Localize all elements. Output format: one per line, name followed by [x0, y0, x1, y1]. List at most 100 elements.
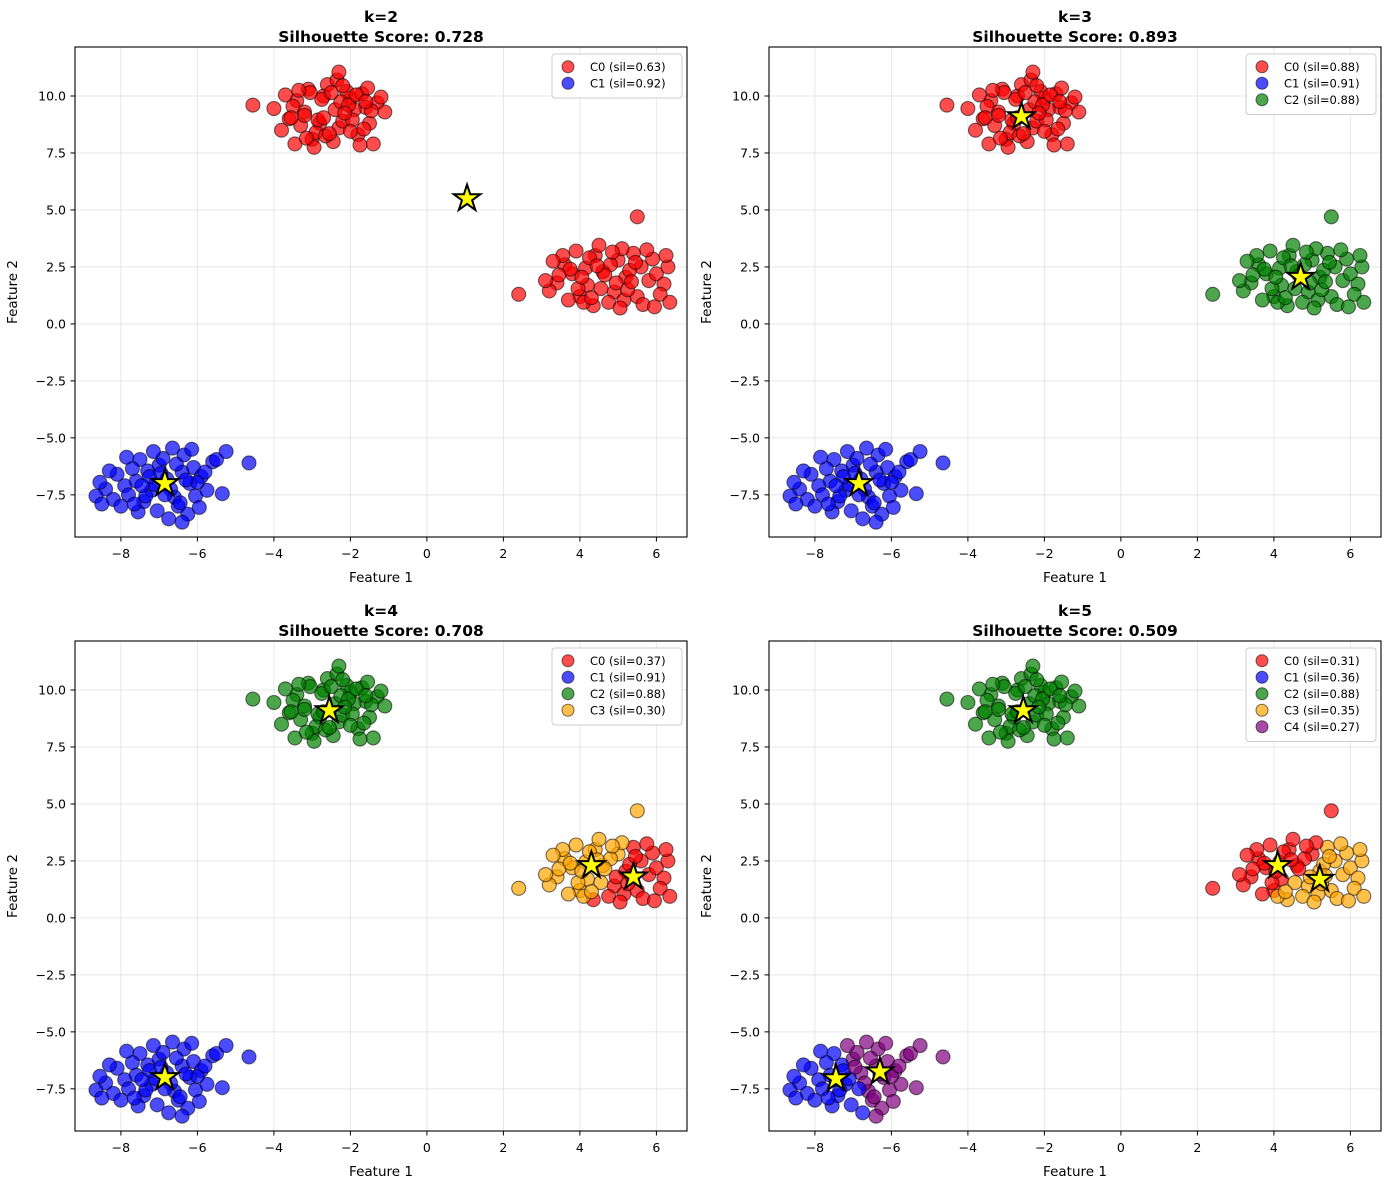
x-axis-label: Feature 1: [1043, 1164, 1107, 1180]
scatter-point: [296, 107, 313, 123]
scatter-point: [807, 1092, 823, 1108]
scatter-point: [1071, 698, 1087, 714]
scatter-point: [298, 724, 314, 740]
scatter-point: [1340, 893, 1357, 909]
scatter-point: [939, 691, 955, 707]
scatter-point: [960, 100, 976, 117]
scatter-point: [1287, 875, 1303, 891]
scatter-point: [891, 464, 907, 480]
scatter-point: [589, 258, 605, 274]
scatter-point: [1352, 841, 1368, 858]
scatter-point: [545, 847, 561, 863]
legend-box: [551, 647, 683, 726]
scatter-point: [1015, 126, 1031, 142]
scatter-point: [1025, 658, 1041, 674]
legend-marker-blue: [1255, 670, 1269, 684]
scatter-point: [168, 456, 184, 472]
y-tick-label: −2.5: [730, 967, 760, 982]
scatter-point: [568, 243, 584, 259]
scatter-point: [795, 463, 811, 479]
scatter-point: [639, 242, 655, 258]
scatter-point: [352, 137, 368, 153]
scatter-point: [1071, 104, 1087, 120]
scatter-point: [902, 451, 919, 468]
y-tick-label: 5.0: [46, 796, 66, 811]
scatter-point: [126, 1090, 142, 1106]
y-axis-label: Feature 2: [699, 854, 715, 918]
scatter-point: [337, 105, 353, 121]
scatter-point: [591, 237, 607, 253]
scatter-point: [537, 273, 554, 289]
panel-title-score: Silhouette Score: 0.509: [972, 622, 1178, 640]
panel-title-score: Silhouette Score: 0.728: [278, 28, 484, 46]
y-tick-label: 7.5: [46, 739, 66, 754]
y-tick-label: −7.5: [36, 487, 66, 502]
scatter-point: [788, 1090, 804, 1106]
scatter-point: [1285, 831, 1301, 847]
x-tick-label: 2: [499, 546, 507, 561]
x-axis-label: Feature 1: [349, 570, 413, 586]
scatter-point: [1254, 886, 1270, 902]
scatter-point: [1333, 836, 1349, 852]
scatter-point: [807, 498, 823, 514]
scatter-point: [1015, 720, 1031, 736]
x-tick-label: −8: [112, 1140, 130, 1155]
x-tick-label: 0: [423, 546, 431, 561]
scatter-point: [178, 472, 194, 488]
legend-label: C0 (sil=0.63): [590, 60, 666, 74]
x-tick-label: −4: [265, 1140, 283, 1155]
scatter-point: [872, 472, 888, 488]
scatter-point: [786, 1068, 802, 1084]
scatter-point: [335, 78, 351, 94]
scatter-point: [912, 1037, 928, 1054]
y-tick-label: 0.0: [740, 910, 760, 925]
scatter-point: [862, 456, 878, 472]
scatter-point: [1323, 803, 1339, 819]
x-tick-label: −6: [882, 1140, 900, 1155]
scatter-point: [1342, 860, 1358, 876]
scatter-point: [283, 110, 299, 126]
scatter-point: [1283, 258, 1299, 274]
scatter-point: [1239, 253, 1255, 269]
axes-spines: [74, 46, 688, 538]
scatter-point: [277, 681, 293, 697]
x-tick-label: 2: [499, 1140, 507, 1155]
axes-spines: [768, 640, 1382, 1132]
legend-label: C2 (sil=0.88): [1284, 687, 1360, 701]
scatter-point: [1317, 274, 1334, 290]
scatter-point: [298, 130, 314, 146]
y-tick-label: 5.0: [46, 202, 66, 217]
scatter-point: [1346, 880, 1362, 896]
scatter-point: [885, 1093, 901, 1109]
scatter-point: [971, 87, 987, 103]
y-tick-label: −5.0: [36, 1024, 66, 1039]
axes-spines: [74, 640, 688, 1132]
scatter-point: [652, 880, 668, 896]
scatter-point: [648, 266, 664, 282]
legend-label: C0 (sil=0.88): [1284, 60, 1360, 74]
scatter-point: [662, 294, 678, 310]
scatter-point: [639, 836, 655, 852]
scatter-point: [591, 831, 607, 847]
scatter-point: [266, 694, 282, 711]
scatter-point: [604, 838, 620, 854]
x-tick-label: 6: [652, 546, 660, 561]
x-tick-label: −8: [806, 546, 824, 561]
scatter-point: [1277, 290, 1293, 306]
scatter-point: [1256, 261, 1272, 277]
scatter-point: [161, 1105, 177, 1121]
y-tick-label: 7.5: [740, 145, 760, 160]
scatter-point: [1067, 89, 1083, 105]
scatter-point: [149, 503, 165, 519]
scatter-point: [891, 1058, 907, 1074]
scatter-point: [574, 269, 590, 285]
scatter-point: [662, 888, 678, 904]
x-tick-label: 4: [1270, 1140, 1278, 1155]
scatter-point: [94, 1090, 110, 1106]
scatter-point: [658, 247, 674, 264]
scatter-point: [868, 1108, 884, 1124]
scatter-point: [373, 683, 389, 699]
scatter-point: [583, 884, 599, 900]
y-tick-label: 2.5: [46, 853, 66, 868]
scatter-point: [1298, 244, 1314, 260]
